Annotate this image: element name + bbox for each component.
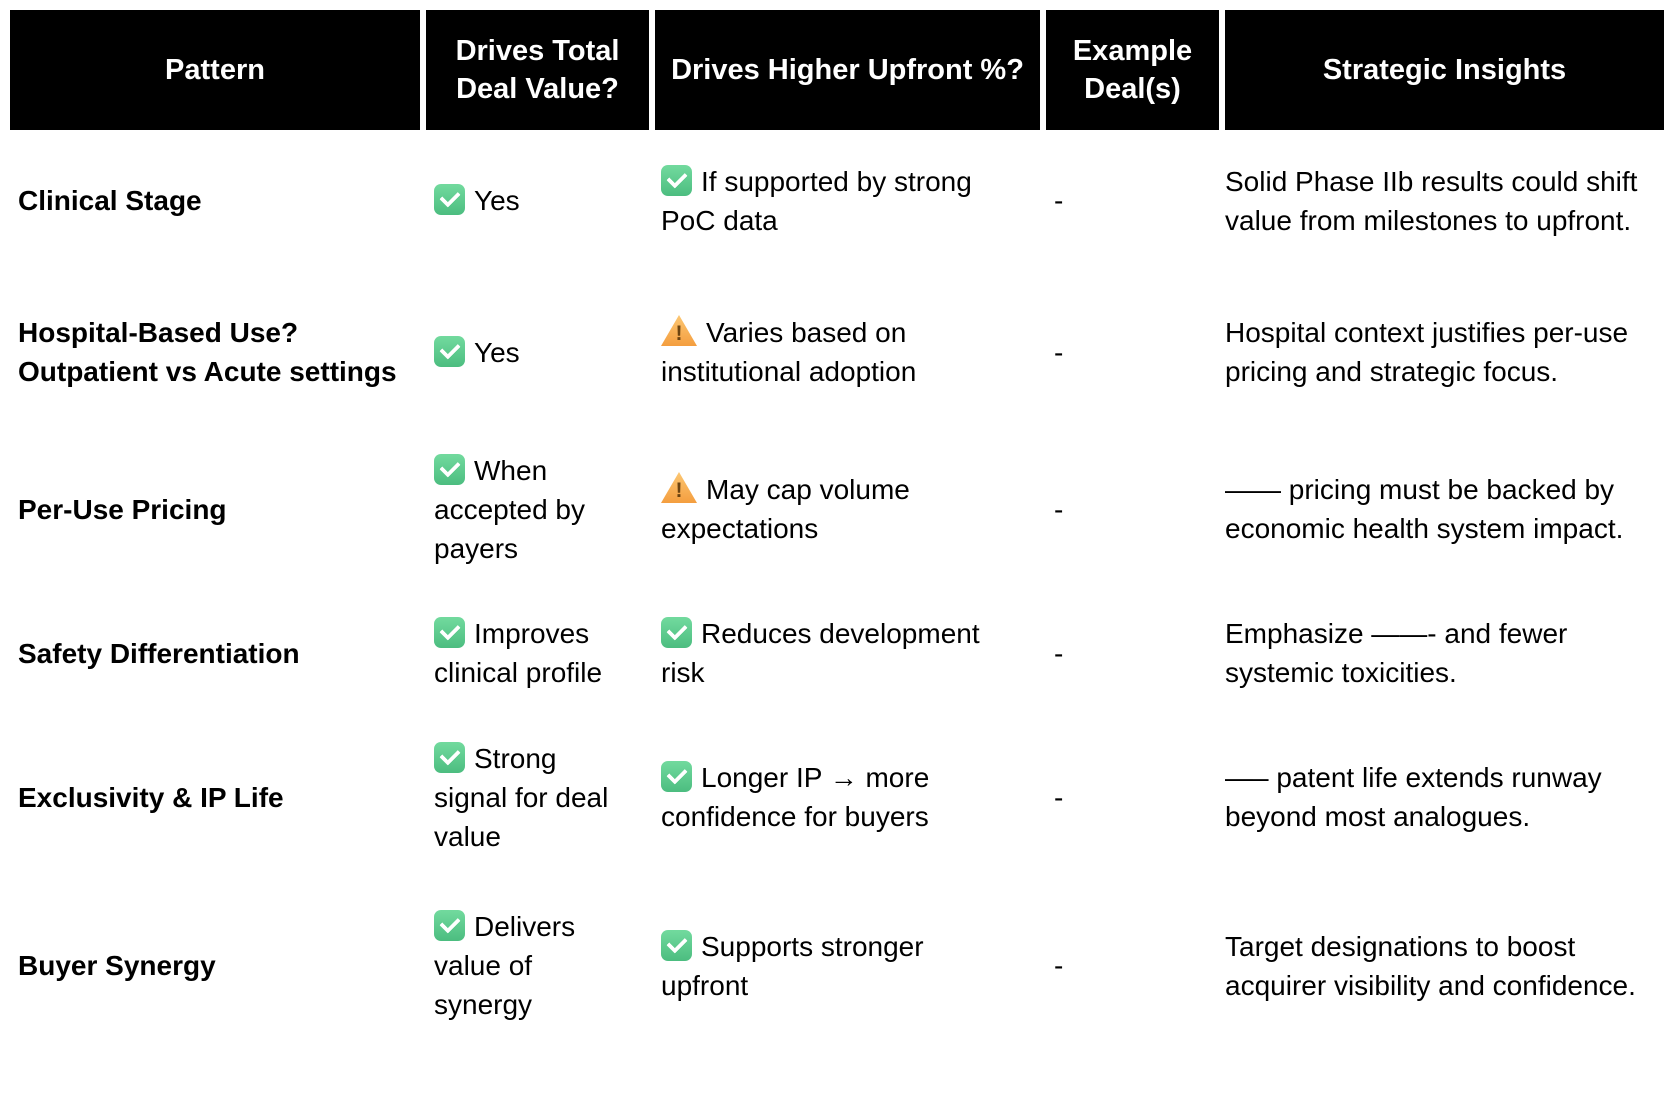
- insights-cell: Hospital context justifies per-use prici…: [1225, 271, 1664, 433]
- example-cell: -: [1046, 271, 1219, 433]
- cell-text: Yes: [474, 336, 520, 368]
- check-icon: [434, 184, 465, 215]
- upfront-cell: Supports stronger upfront: [655, 873, 1040, 1058]
- example-cell: -: [1046, 721, 1219, 873]
- upfront-cell: May cap volume expectations: [655, 433, 1040, 585]
- check-icon: [434, 453, 465, 485]
- check-icon: [661, 164, 692, 196]
- cell-text: May cap volume expectations: [661, 474, 910, 544]
- col-header-total-deal-value: Drives Total Deal Value?: [426, 10, 649, 130]
- check-icon: [661, 761, 692, 792]
- col-header-example-deals: Example Deal(s): [1046, 10, 1219, 130]
- cell-text: When accepted by payers: [434, 454, 585, 564]
- pattern-cell: Exclusivity & IP Life: [10, 721, 420, 873]
- insights-cell: Target designations to boost acquirer vi…: [1225, 873, 1664, 1058]
- cell-text: Varies based on institutional adoption: [661, 317, 917, 387]
- col-header-pattern: Pattern: [10, 10, 420, 130]
- pattern-cell: Hospital-Based Use? Outpatient vs Acute …: [10, 271, 420, 433]
- cell-text: Longer IP → more confidence for buyers: [661, 762, 930, 832]
- upfront-cell: Varies based on institutional adoption: [655, 271, 1040, 433]
- example-cell: -: [1046, 130, 1219, 271]
- check-icon: [434, 741, 465, 773]
- insights-cell: —— pricing must be backed by economic he…: [1225, 433, 1664, 585]
- check-icon: [661, 617, 692, 648]
- check-icon: [661, 929, 692, 961]
- total-deal-cell: Yes: [426, 271, 649, 433]
- cell-text: Supports stronger upfront: [661, 930, 924, 1001]
- upfront-cell: Longer IP → more confidence for buyers: [655, 721, 1040, 873]
- warning-icon: [661, 315, 697, 346]
- total-deal-cell: Yes: [426, 130, 649, 271]
- example-cell: -: [1046, 585, 1219, 721]
- insights-cell: Solid Phase IIb results could shift valu…: [1225, 130, 1664, 271]
- total-deal-cell: Strong signal for deal value: [426, 721, 649, 873]
- col-header-higher-upfront: Drives Higher Upfront %?: [655, 10, 1040, 130]
- cell-text: Yes: [474, 185, 520, 216]
- deal-pattern-table: Pattern Drives Total Deal Value? Drives …: [10, 10, 1664, 1058]
- total-deal-cell: Improves clinical profile: [426, 585, 649, 721]
- upfront-cell: Reduces development risk: [655, 585, 1040, 721]
- example-cell: -: [1046, 873, 1219, 1058]
- warning-icon: [661, 472, 697, 503]
- upfront-cell: If supported by strong PoC data: [655, 130, 1040, 271]
- pattern-cell: Per-Use Pricing: [10, 433, 420, 585]
- insights-cell: Emphasize ——- and fewer systemic toxicit…: [1225, 585, 1664, 721]
- check-icon: [434, 335, 465, 367]
- cell-text: Delivers value of synergy: [434, 911, 576, 1020]
- pattern-cell: Clinical Stage: [10, 130, 420, 271]
- total-deal-cell: When accepted by payers: [426, 433, 649, 585]
- pattern-cell: Buyer Synergy: [10, 873, 420, 1058]
- pattern-cell: Safety Differentiation: [10, 585, 420, 721]
- check-icon: [434, 910, 465, 941]
- cell-text: Reduces development risk: [661, 618, 980, 688]
- cell-text: Improves clinical profile: [434, 618, 603, 688]
- cell-text: Strong signal for deal value: [434, 742, 609, 852]
- check-icon: [434, 617, 465, 648]
- example-cell: -: [1046, 433, 1219, 585]
- col-header-strategic-insights: Strategic Insights: [1225, 10, 1664, 130]
- deal-pattern-table-page: Pattern Drives Total Deal Value? Drives …: [10, 10, 1664, 1058]
- insights-cell: —– patent life extends runway beyond mos…: [1225, 721, 1664, 873]
- cell-text: If supported by strong PoC data: [661, 165, 972, 236]
- total-deal-cell: Delivers value of synergy: [426, 873, 649, 1058]
